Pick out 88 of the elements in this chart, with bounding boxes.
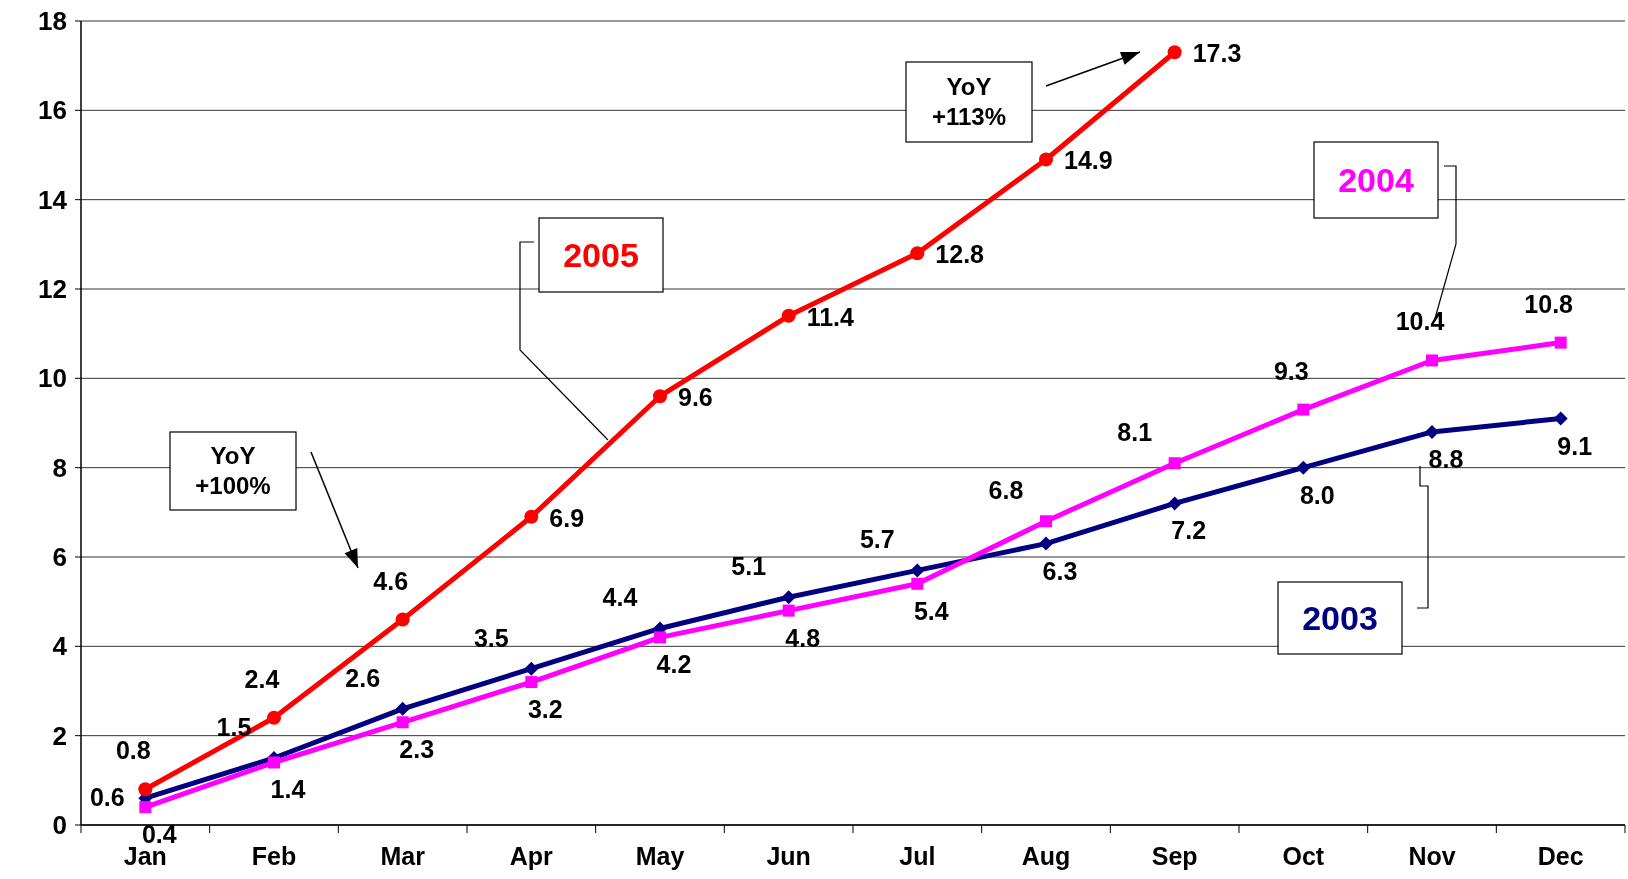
point bbox=[267, 710, 281, 725]
data-label: 11.4 bbox=[806, 302, 855, 331]
x-tick-label: May bbox=[635, 842, 685, 870]
point bbox=[1296, 460, 1311, 475]
data-label: 4.6 bbox=[373, 566, 409, 595]
data-label: 17.3 bbox=[1192, 39, 1242, 68]
data-label: 6.8 bbox=[988, 476, 1024, 505]
annotation: YoY +113% bbox=[931, 73, 1007, 131]
data-label: 4.8 bbox=[785, 623, 821, 652]
point bbox=[139, 801, 152, 814]
data-label: 9.3 bbox=[1273, 356, 1309, 385]
point bbox=[138, 782, 153, 797]
point bbox=[911, 577, 924, 590]
y-tick-label: 2 bbox=[52, 720, 67, 751]
data-label: 14.9 bbox=[1064, 146, 1113, 175]
point bbox=[782, 604, 795, 617]
point bbox=[654, 631, 666, 644]
data-label: 2.3 bbox=[399, 735, 435, 764]
point bbox=[395, 612, 410, 627]
data-label: 7.2 bbox=[1171, 516, 1207, 545]
data-label: 10.8 bbox=[1524, 289, 1574, 318]
x-tick-label: Jun bbox=[766, 842, 811, 870]
data-label: 8.0 bbox=[1299, 480, 1335, 509]
data-label: 3.2 bbox=[527, 695, 563, 724]
y-tick-label: 12 bbox=[38, 274, 67, 305]
point bbox=[910, 563, 925, 578]
x-tick-label: Feb bbox=[251, 842, 297, 870]
point bbox=[1039, 536, 1053, 551]
data-label: 9.6 bbox=[678, 383, 713, 412]
x-tick-label: Mar bbox=[380, 842, 426, 870]
data-label: 1.4 bbox=[270, 775, 306, 804]
point bbox=[1425, 424, 1439, 439]
x-tick-label: Apr bbox=[509, 842, 554, 870]
data-label: 4.2 bbox=[656, 650, 692, 679]
x-tick-label: Dec bbox=[1537, 842, 1584, 870]
y-tick-label: 6 bbox=[52, 542, 67, 573]
y-tick-label: 10 bbox=[38, 363, 67, 394]
y-tick-label: 16 bbox=[38, 95, 67, 126]
x-tick-label: Aug bbox=[1021, 842, 1071, 870]
data-label: 10.4 bbox=[1395, 307, 1445, 336]
point bbox=[1297, 403, 1310, 416]
data-label: 6.9 bbox=[549, 503, 585, 532]
x-tick-label: Sep bbox=[1151, 842, 1198, 870]
text: 2003 bbox=[1302, 598, 1378, 637]
y-tick-label: 14 bbox=[38, 184, 68, 215]
point bbox=[1426, 354, 1438, 367]
point bbox=[653, 389, 667, 404]
point bbox=[1553, 411, 1568, 426]
point bbox=[1039, 152, 1053, 167]
data-label: 3.5 bbox=[473, 623, 509, 652]
x-tick-label: Oct bbox=[1282, 842, 1325, 870]
annotation: YoY +100% bbox=[195, 442, 271, 500]
y-tick-label: 4 bbox=[52, 631, 68, 662]
data-label: 2.6 bbox=[345, 663, 381, 692]
data-label: 5.1 bbox=[731, 552, 767, 581]
y-tick-label: 8 bbox=[52, 452, 67, 483]
data-label: 8.1 bbox=[1117, 418, 1153, 447]
data-label: 5.4 bbox=[913, 596, 949, 625]
point bbox=[396, 716, 409, 729]
point bbox=[1168, 457, 1181, 470]
data-label: 8.8 bbox=[1428, 444, 1464, 473]
data-label: 1.5 bbox=[216, 713, 252, 741]
point bbox=[1167, 496, 1182, 511]
point bbox=[1554, 336, 1567, 349]
data-label: 5.7 bbox=[859, 525, 895, 554]
data-label: 6.3 bbox=[1042, 556, 1078, 585]
point bbox=[781, 308, 796, 323]
y-tick-label: 0 bbox=[52, 810, 67, 841]
text: 2005 bbox=[563, 235, 639, 274]
x-tick-label: Jul bbox=[899, 842, 936, 870]
point bbox=[1167, 45, 1182, 60]
data-label: 4.4 bbox=[602, 583, 638, 612]
data-label: 9.1 bbox=[1557, 431, 1593, 460]
y-tick-label: 18 bbox=[38, 6, 67, 37]
point bbox=[268, 756, 280, 769]
text: 2004 bbox=[1338, 160, 1414, 199]
point bbox=[524, 509, 539, 524]
x-tick-label: Nov bbox=[1408, 842, 1456, 870]
data-label: 0.8 bbox=[115, 736, 151, 765]
point bbox=[525, 676, 538, 689]
point bbox=[910, 246, 925, 261]
point bbox=[1040, 515, 1052, 528]
point bbox=[395, 701, 410, 716]
data-label: 0.6 bbox=[89, 783, 125, 812]
data-label: 2.4 bbox=[244, 664, 280, 693]
point bbox=[781, 590, 796, 605]
point bbox=[524, 661, 539, 676]
data-label: 12.8 bbox=[935, 240, 985, 269]
